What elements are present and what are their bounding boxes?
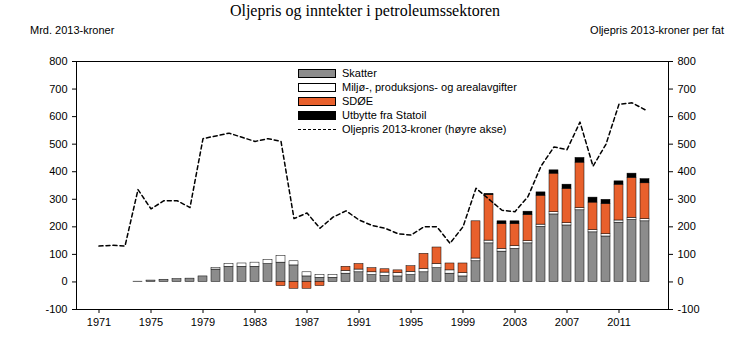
svg-text:1975: 1975	[139, 316, 163, 328]
svg-text:1995: 1995	[399, 316, 423, 328]
svg-text:1991: 1991	[347, 316, 371, 328]
svg-text:500: 500	[678, 138, 696, 150]
svg-text:2003: 2003	[503, 316, 527, 328]
html-text:Utbytte fra Statoil: Utbytte fra Statoil	[342, 109, 427, 121]
svg-text:100: 100	[678, 248, 696, 260]
svg-text:1983: 1983	[243, 316, 267, 328]
html-text:Miljø-, produksjons- og areala: Miljø-, produksjons- og arealavgifter	[342, 81, 517, 93]
svg-text:500: 500	[49, 138, 67, 150]
svg-text:0: 0	[678, 275, 684, 287]
svg-text:800: 800	[678, 55, 696, 67]
svg-text:2007: 2007	[555, 316, 579, 328]
svg-text:700: 700	[678, 83, 696, 95]
svg-text:300: 300	[678, 193, 696, 205]
svg-text:-100: -100	[678, 303, 700, 315]
svg-text:600: 600	[49, 110, 67, 122]
svg-text:1987: 1987	[295, 316, 319, 328]
svg-text:200: 200	[49, 220, 67, 232]
svg-text:1971: 1971	[87, 316, 111, 328]
svg-text:400: 400	[678, 165, 696, 177]
svg-text:400: 400	[49, 165, 67, 177]
svg-text:1979: 1979	[191, 316, 215, 328]
svg-text:600: 600	[678, 110, 696, 122]
svg-text:2011: 2011	[607, 316, 631, 328]
svg-text:-100: -100	[45, 303, 67, 315]
html-text:SDØE: SDØE	[342, 95, 374, 107]
html-text:Skatter: Skatter	[342, 67, 377, 79]
html-text:Oljepris 2013-kroner (høyre ak: Oljepris 2013-kroner (høyre akse)	[342, 123, 507, 135]
svg-text:800: 800	[49, 55, 67, 67]
svg-text:1999: 1999	[451, 316, 475, 328]
svg-text:700: 700	[49, 83, 67, 95]
svg-text:300: 300	[49, 193, 67, 205]
svg-text:0: 0	[61, 275, 67, 287]
svg-text:200: 200	[678, 220, 696, 232]
svg-text:100: 100	[49, 248, 67, 260]
html-text:Oljepris 2013-kroner per fat: Oljepris 2013-kroner per fat	[590, 24, 724, 36]
html-text:Oljepris og inntekter i petrol: Oljepris og inntekter i petroleumssektor…	[229, 2, 501, 19]
html-text:Mrd. 2013-kroner: Mrd. 2013-kroner	[30, 24, 115, 36]
